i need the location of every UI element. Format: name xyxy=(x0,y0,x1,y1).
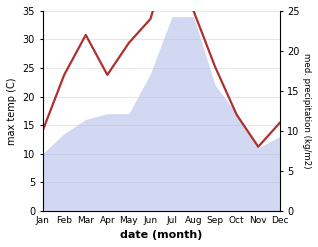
X-axis label: date (month): date (month) xyxy=(120,230,203,240)
Y-axis label: med. precipitation (kg/m2): med. precipitation (kg/m2) xyxy=(302,53,311,168)
Y-axis label: max temp (C): max temp (C) xyxy=(7,77,17,144)
